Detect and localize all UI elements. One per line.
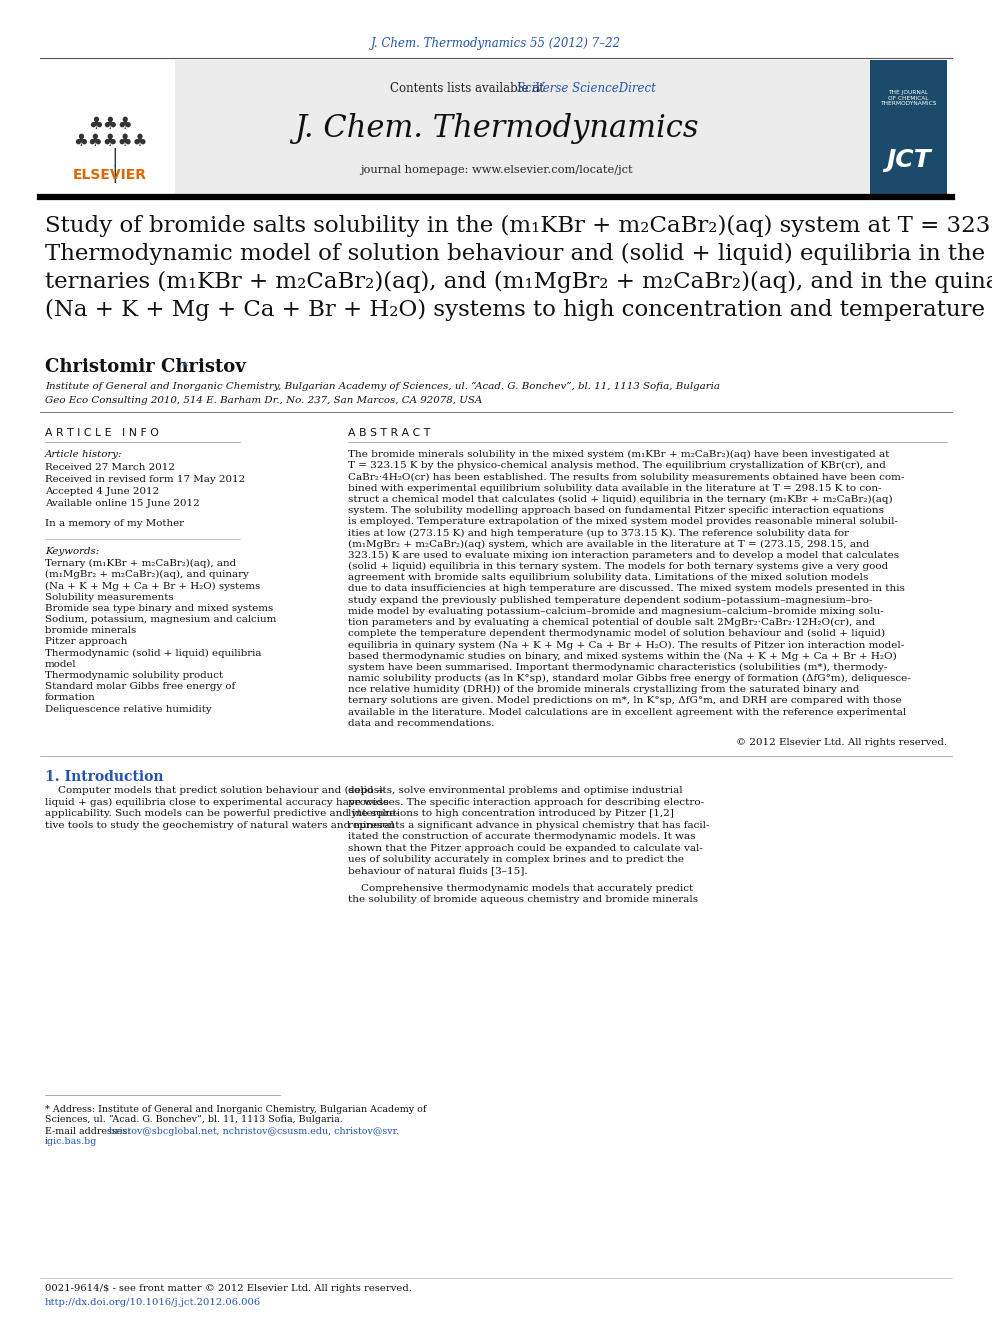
Text: T = 323.15 K by the physico-chemical analysis method. The equilibrium crystalliz: T = 323.15 K by the physico-chemical ana… [348, 462, 886, 470]
Text: Computer models that predict solution behaviour and (solid +: Computer models that predict solution be… [45, 786, 386, 795]
Text: Available online 15 June 2012: Available online 15 June 2012 [45, 499, 199, 508]
Text: Thermodynamic solubility product: Thermodynamic solubility product [45, 671, 223, 680]
Text: is employed. Temperature extrapolation of the mixed system model provides reason: is employed. Temperature extrapolation o… [348, 517, 898, 527]
Text: SciVerse ScienceDirect: SciVerse ScienceDirect [518, 82, 657, 94]
Text: system have been summarised. Important thermodynamic characteristics (solubiliti: system have been summarised. Important t… [348, 663, 888, 672]
Text: ELSEVIER: ELSEVIER [73, 168, 147, 183]
Text: In a memory of my Mother: In a memory of my Mother [45, 519, 184, 528]
Text: mide model by evaluating potassium–calcium–bromide and magnesium–calcium–bromide: mide model by evaluating potassium–calci… [348, 607, 884, 615]
Text: © 2012 Elsevier Ltd. All rights reserved.: © 2012 Elsevier Ltd. All rights reserved… [736, 738, 947, 747]
Text: Sodium, potassium, magnesium and calcium: Sodium, potassium, magnesium and calcium [45, 615, 277, 624]
Bar [175, 60, 870, 194]
Text: * Address: Institute of General and Inorganic Chemistry, Bulgarian Academy of: * Address: Institute of General and Inor… [45, 1105, 427, 1114]
Text: model: model [45, 660, 76, 669]
Text: lyte solutions to high concentration introduced by Pitzer [1,2]: lyte solutions to high concentration int… [348, 808, 674, 818]
Text: A B S T R A C T: A B S T R A C T [348, 429, 431, 438]
Text: Deliquescence relative humidity: Deliquescence relative humidity [45, 705, 211, 713]
Text: Thermodynamic (solid + liquid) equilibria: Thermodynamic (solid + liquid) equilibri… [45, 648, 262, 658]
Text: The bromide minerals solubility in the mixed system (m₁KBr + m₂CaBr₂)(aq) have b: The bromide minerals solubility in the m… [348, 450, 890, 459]
Text: Accepted 4 June 2012: Accepted 4 June 2012 [45, 487, 160, 496]
Text: Contents lists available at: Contents lists available at [390, 82, 548, 94]
Text: equilibria in quinary system (Na + K + Mg + Ca + Br + H₂O). The results of Pitze: equilibria in quinary system (Na + K + M… [348, 640, 905, 650]
Text: (m₁MgBr₂ + m₂CaBr₂)(aq), and quinary: (m₁MgBr₂ + m₂CaBr₂)(aq), and quinary [45, 570, 249, 579]
Text: bromide minerals: bromide minerals [45, 626, 136, 635]
Text: Solubility measurements: Solubility measurements [45, 593, 174, 602]
Text: 1. Introduction: 1. Introduction [45, 770, 164, 785]
Text: data and recommendations.: data and recommendations. [348, 718, 494, 728]
Text: Comprehensive thermodynamic models that accurately predict: Comprehensive thermodynamic models that … [348, 884, 693, 893]
Text: the solubility of bromide aqueous chemistry and bromide minerals: the solubility of bromide aqueous chemis… [348, 896, 698, 904]
Text: *: * [182, 360, 188, 373]
Text: agreement with bromide salts equilibrium solubility data. Limitations of the mix: agreement with bromide salts equilibrium… [348, 573, 868, 582]
Text: CaBr₂·4H₂O(cr) has been established. The results from solubility measurements ob: CaBr₂·4H₂O(cr) has been established. The… [348, 472, 905, 482]
Text: system. The solubility modelling approach based on fundamental Pitzer specific i: system. The solubility modelling approac… [348, 505, 884, 515]
Text: igic.bas.bg: igic.bas.bg [45, 1136, 97, 1146]
Text: due to data insufficiencies at high temperature are discussed. The mixed system : due to data insufficiencies at high temp… [348, 585, 905, 594]
Text: Article history:: Article history: [45, 450, 122, 459]
Text: applicability. Such models can be powerful predictive and interpre-: applicability. Such models can be powerf… [45, 808, 399, 818]
Bar [45, 60, 175, 194]
Text: JCT: JCT [886, 148, 930, 172]
Text: bined with experimental equilibrium solubility data available in the literature : bined with experimental equilibrium solu… [348, 484, 882, 492]
Text: A R T I C L E   I N F O: A R T I C L E I N F O [45, 429, 159, 438]
Text: E-mail addresses:: E-mail addresses: [45, 1127, 134, 1136]
Text: Sciences, ul. “Acad. G. Bonchev”, bl. 11, 1113 Sofia, Bulgaria.: Sciences, ul. “Acad. G. Bonchev”, bl. 11… [45, 1115, 343, 1125]
Text: 0021-9614/$ - see front matter © 2012 Elsevier Ltd. All rights reserved.: 0021-9614/$ - see front matter © 2012 El… [45, 1285, 412, 1293]
Text: J. Chem. Thermodynamics: J. Chem. Thermodynamics [294, 112, 698, 143]
Text: (solid + liquid) equilibria in this ternary system. The models for both ternary : (solid + liquid) equilibria in this tern… [348, 562, 888, 572]
Text: available in the literature. Model calculations are in excellent agreement with : available in the literature. Model calcu… [348, 708, 907, 717]
Text: study expand the previously published temperature dependent sodium–potassium–mag: study expand the previously published te… [348, 595, 873, 605]
Text: ities at low (273.15 K) and high temperature (up to 373.15 K). The reference sol: ities at low (273.15 K) and high tempera… [348, 528, 849, 537]
Text: Standard molar Gibbs free energy of: Standard molar Gibbs free energy of [45, 683, 235, 691]
Text: Pitzer approach: Pitzer approach [45, 638, 127, 647]
Text: J. Chem. Thermodynamics 55 (2012) 7–22: J. Chem. Thermodynamics 55 (2012) 7–22 [371, 37, 621, 50]
Text: Received 27 March 2012: Received 27 March 2012 [45, 463, 175, 472]
Text: struct a chemical model that calculates (solid + liquid) equilibria in the terna: struct a chemical model that calculates … [348, 495, 893, 504]
Text: nce relative humidity (DRH)) of the bromide minerals crystallizing from the satu: nce relative humidity (DRH)) of the brom… [348, 685, 859, 695]
Text: Received in revised form 17 May 2012: Received in revised form 17 May 2012 [45, 475, 245, 484]
Text: Bromide sea type binary and mixed systems: Bromide sea type binary and mixed system… [45, 603, 273, 613]
Text: formation: formation [45, 693, 96, 703]
Text: deposits, solve environmental problems and optimise industrial: deposits, solve environmental problems a… [348, 786, 682, 795]
Text: behaviour of natural fluids [3–15].: behaviour of natural fluids [3–15]. [348, 867, 528, 876]
Text: itated the construction of accurate thermodynamic models. It was: itated the construction of accurate ther… [348, 832, 695, 841]
Text: ues of solubility accurately in complex brines and to predict the: ues of solubility accurately in complex … [348, 855, 684, 864]
Text: namic solubility products (as ln K°sp), standard molar Gibbs free energy of form: namic solubility products (as ln K°sp), … [348, 673, 911, 683]
Text: complete the temperature dependent thermodynamic model of solution behaviour and: complete the temperature dependent therm… [348, 630, 885, 638]
Text: shown that the Pitzer approach could be expanded to calculate val-: shown that the Pitzer approach could be … [348, 844, 703, 852]
Text: (m₁MgBr₂ + m₂CaBr₂)(aq) system, which are available in the literature at T = (27: (m₁MgBr₂ + m₂CaBr₂)(aq) system, which ar… [348, 540, 869, 549]
Text: liquid + gas) equilibria close to experimental accuracy have wide: liquid + gas) equilibria close to experi… [45, 798, 389, 807]
Text: represents a significant advance in physical chemistry that has facil-: represents a significant advance in phys… [348, 820, 709, 830]
Text: Geo Eco Consulting 2010, 514 E. Barham Dr., No. 237, San Marcos, CA 92078, USA: Geo Eco Consulting 2010, 514 E. Barham D… [45, 396, 482, 405]
Text: (Na + K + Mg + Ca + Br + H₂O) systems: (Na + K + Mg + Ca + Br + H₂O) systems [45, 581, 260, 590]
Text: tion parameters and by evaluating a chemical potential of double salt 2MgBr₂·CaB: tion parameters and by evaluating a chem… [348, 618, 875, 627]
Text: ♣♣♣
♣♣♣♣♣
  |
  |: ♣♣♣ ♣♣♣♣♣ | | [72, 115, 147, 183]
Text: hristov@sbcglobal.net, nchristov@csusm.edu, christov@svr.: hristov@sbcglobal.net, nchristov@csusm.e… [109, 1127, 400, 1136]
Bar [870, 60, 947, 194]
Text: processes. The specific interaction approach for describing electro-: processes. The specific interaction appr… [348, 798, 704, 807]
Text: Ternary (m₁KBr + m₂CaBr₂)(aq), and: Ternary (m₁KBr + m₂CaBr₂)(aq), and [45, 560, 236, 568]
Text: Christomir Christov: Christomir Christov [45, 359, 246, 376]
Text: based thermodynamic studies on binary, and mixed systems within the (Na + K + Mg: based thermodynamic studies on binary, a… [348, 652, 897, 660]
Text: ternary solutions are given. Model predictions on m*, ln K°sp, ΔfG°m, and DRH ar: ternary solutions are given. Model predi… [348, 696, 902, 705]
Text: 323.15) K are used to evaluate mixing ion interaction parameters and to develop : 323.15) K are used to evaluate mixing io… [348, 550, 899, 560]
Text: http://dx.doi.org/10.1016/j.jct.2012.06.006: http://dx.doi.org/10.1016/j.jct.2012.06.… [45, 1298, 261, 1307]
Text: Institute of General and Inorganic Chemistry, Bulgarian Academy of Sciences, ul.: Institute of General and Inorganic Chemi… [45, 382, 720, 392]
Text: Study of bromide salts solubility in the (m₁KBr + m₂CaBr₂)(aq) system at T = 323: Study of bromide salts solubility in the… [45, 216, 992, 321]
Text: tive tools to study the geochemistry of natural waters and mineral: tive tools to study the geochemistry of … [45, 820, 394, 830]
Text: THE JOURNAL
OF CHEMICAL
THERMODYNAMICS: THE JOURNAL OF CHEMICAL THERMODYNAMICS [880, 90, 936, 106]
Text: Keywords:: Keywords: [45, 546, 99, 556]
Text: journal homepage: www.elsevier.com/locate/jct: journal homepage: www.elsevier.com/locat… [360, 165, 632, 175]
